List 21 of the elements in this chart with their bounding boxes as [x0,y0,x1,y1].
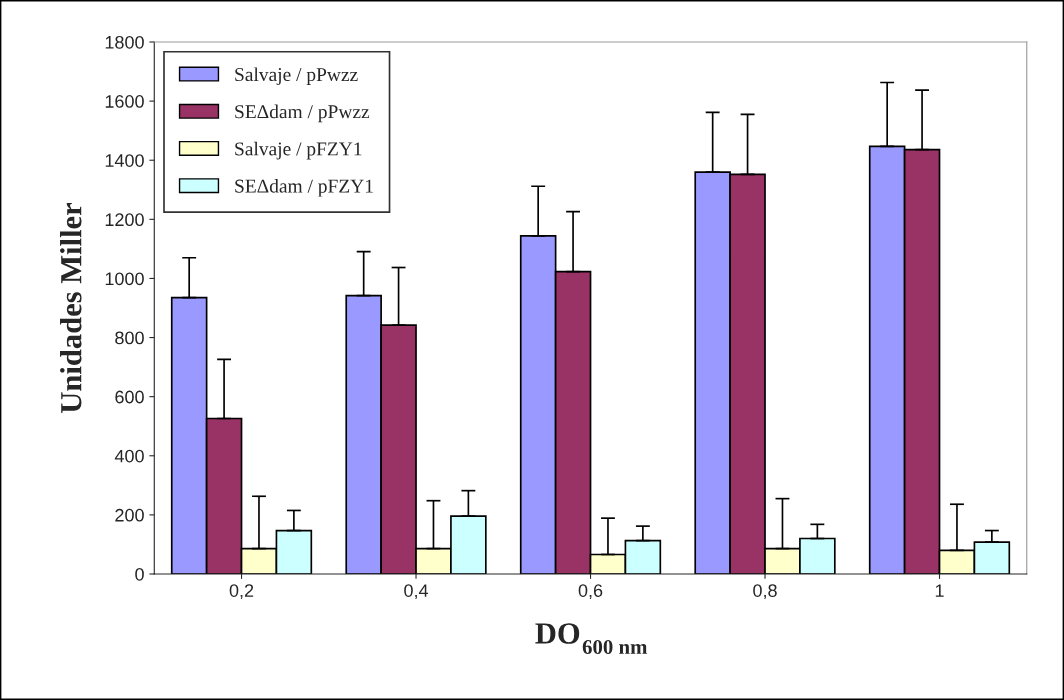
y-tick-label: 1000 [105,272,144,286]
y-tick-label: 1400 [105,154,144,167]
y-tick-label: 600 [115,390,144,404]
y-tick-label: 1200 [105,213,144,227]
y-axis-title: Unidades Miller [60,202,82,413]
y-tick-label: 400 [114,449,144,463]
x-tick-label: 0,8 [753,584,777,600]
y-tick-label: 800 [115,331,144,345]
y-tick-label: 1600 [105,95,144,108]
y-tick-label: 0 [135,567,144,581]
x-tick-label: 0,4 [404,584,429,600]
y-tick-label: 1800 [105,35,144,49]
x-tick-label: 0,6 [578,584,603,600]
x-axis-title: DO600 nm [535,623,648,655]
y-tick-label: 200 [115,508,144,522]
x-tick-label: 1 [935,584,944,597]
x-tick-label: 0,2 [229,584,254,600]
legend-label: SEΔdam / pFZY1 [235,178,373,197]
legend-label: Salvaje / pFZY1 [235,141,362,160]
legend-label: SEΔdam / pPwzz [235,104,370,123]
legend-label: Salvaje / pPwzz [235,67,358,86]
